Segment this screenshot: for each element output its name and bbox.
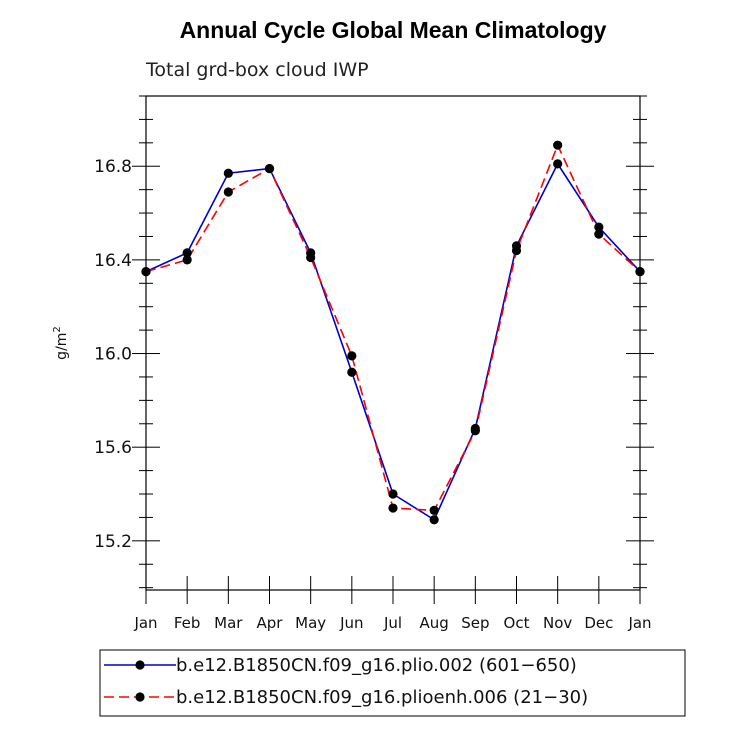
x-tick-label: Jan xyxy=(133,614,157,632)
series-2-point xyxy=(429,505,439,515)
legend-box xyxy=(99,649,686,717)
legend-marker-2 xyxy=(135,692,145,702)
series-2-point xyxy=(553,140,563,150)
legend-label-1: b.e12.B1850CN.f09_g16.plio.002 (601−650) xyxy=(176,655,577,676)
series-line-1 xyxy=(145,162,641,521)
x-tick-label: Jan xyxy=(627,614,651,632)
series-2-point xyxy=(470,426,480,436)
x-axis-ticks: Jan Feb Mar Apr May Jun Jul Aug Sep Oct Nov Dec Jan xyxy=(133,576,652,632)
series-2-point xyxy=(388,503,398,513)
x-tick-label: Dec xyxy=(584,614,613,632)
series-layer xyxy=(141,140,645,525)
x-tick-label: Sep xyxy=(461,614,489,632)
series-1-point xyxy=(223,168,233,178)
series-1-point xyxy=(182,248,192,258)
x-tick-label: Apr xyxy=(257,614,284,632)
series-2-point xyxy=(635,266,645,277)
x-tick-label: Mar xyxy=(214,614,243,632)
series-2-point xyxy=(223,187,233,197)
legend-marker-1 xyxy=(135,660,145,670)
plot-frame xyxy=(145,95,641,591)
chart-subtitle: Total grd-box cloud IWP xyxy=(145,59,369,81)
series-2-point xyxy=(182,255,192,265)
y-tick-label: 15.6 xyxy=(94,438,132,458)
series-1-point xyxy=(388,489,398,499)
series-2-point xyxy=(347,351,357,361)
x-tick-label: Nov xyxy=(543,614,572,632)
y-tick-label: 15.2 xyxy=(94,532,132,552)
series-2-point xyxy=(141,266,151,277)
x-tick-label: Aug xyxy=(420,614,449,632)
y-tick-label: 16.0 xyxy=(94,345,132,365)
series-1-point xyxy=(553,159,563,169)
series-2-point xyxy=(306,252,316,263)
series-1-point xyxy=(429,515,439,525)
chart-title: Annual Cycle Global Mean Climatology xyxy=(180,17,607,43)
x-tick-label: Feb xyxy=(174,614,201,632)
y-tick-label: 16.4 xyxy=(94,251,132,271)
legend-label-2: b.e12.B1850CN.f09_g16.plioenh.006 (21−30… xyxy=(176,687,588,708)
legend: b.e12.B1850CN.f09_g16.plio.002 (601−650)… xyxy=(104,655,588,708)
x-tick-label: Oct xyxy=(504,614,530,632)
y-axis-ticks: 15.2 15.6 16.0 16.4 16.8 xyxy=(94,95,654,589)
x-tick-label: May xyxy=(295,614,326,632)
series-1-point xyxy=(347,367,357,377)
series-2-point xyxy=(594,229,604,239)
series-2-point xyxy=(264,163,275,174)
series-1-point xyxy=(594,222,604,232)
series-line-2 xyxy=(145,143,641,512)
series-2-point xyxy=(511,245,522,256)
x-tick-label: Jun xyxy=(339,614,363,632)
y-axis-label: g/m2 xyxy=(52,326,70,360)
x-tick-label: Jul xyxy=(383,614,402,632)
y-tick-label: 16.8 xyxy=(94,157,132,177)
